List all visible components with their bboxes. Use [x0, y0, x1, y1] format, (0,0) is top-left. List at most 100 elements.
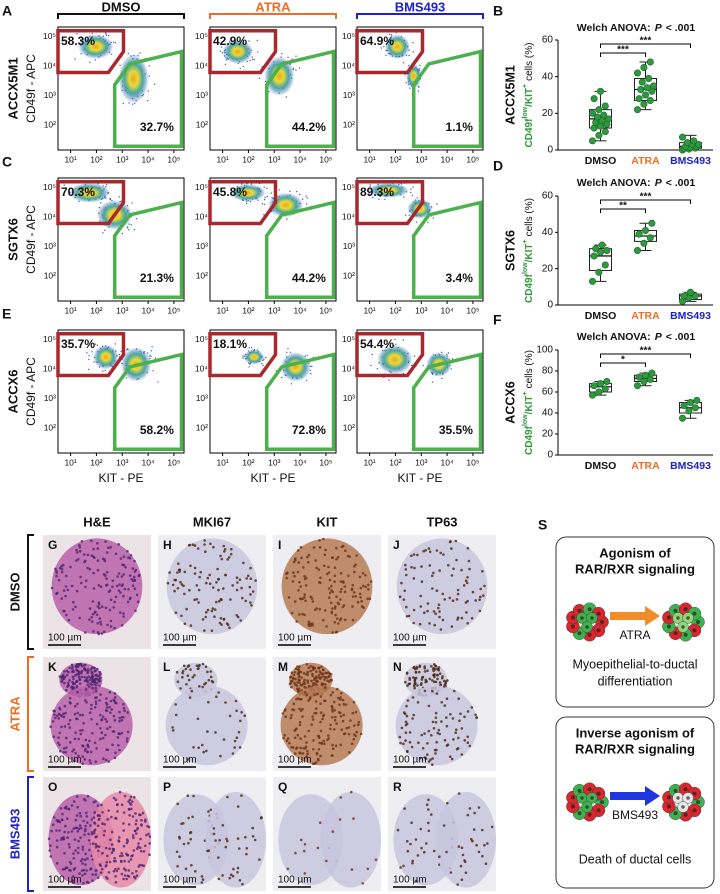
- cell-nucleus: [90, 676, 93, 680]
- cell-nucleus: [207, 678, 211, 682]
- cell-nucleus: [416, 553, 419, 557]
- cell-nucleus: [132, 575, 136, 579]
- cell-nucleus: [204, 665, 208, 669]
- data-point: [596, 248, 604, 256]
- cell-nucleus: [429, 758, 432, 761]
- tissue: [166, 538, 258, 635]
- cell-nucleus: [306, 749, 309, 753]
- cell-nucleus: [73, 704, 77, 708]
- cell-nucleus: [81, 728, 84, 732]
- cell-nucleus: [123, 587, 127, 591]
- y-tick-label: 10⁴: [195, 364, 208, 374]
- cell-nucleus: [193, 544, 197, 547]
- x-tick-label: 10¹: [216, 154, 228, 164]
- x-tick-label: 10³: [268, 305, 280, 315]
- cell-nucleus: [116, 575, 119, 578]
- cell-nucleus: [135, 819, 138, 822]
- cell-nucleus: [314, 700, 318, 703]
- cell-nucleus: [296, 733, 300, 737]
- cell-nucleus: [64, 750, 67, 754]
- significance-bracket: [600, 43, 691, 48]
- cell-nucleus: [83, 858, 87, 861]
- cell-nucleus: [64, 594, 67, 598]
- density-cloud: [264, 56, 295, 96]
- cell-nucleus: [60, 564, 63, 568]
- event-dot: [150, 350, 153, 352]
- event-dot: [239, 67, 241, 70]
- event-dot: [220, 46, 223, 48]
- cell-nucleus: [360, 605, 364, 608]
- cell-nucleus: [407, 614, 411, 618]
- label-tail: cells (%): [524, 43, 535, 81]
- event-dot: [108, 34, 110, 37]
- cell-nucleus: [300, 698, 303, 701]
- cell-nucleus: [122, 702, 125, 706]
- cell-nucleus: [451, 599, 455, 602]
- condition-bracket: [57, 13, 185, 19]
- cell-nucleus: [122, 867, 126, 870]
- cell-nucleus: [122, 829, 125, 832]
- cell-nucleus: [99, 623, 103, 626]
- cell-nucleus: [105, 861, 109, 864]
- cell-nucleus: [77, 675, 81, 679]
- significance-bracket: [600, 353, 691, 358]
- data-point: [633, 247, 641, 255]
- cell-line-label: ACCX6: [503, 381, 517, 423]
- cell-nucleus: [294, 600, 297, 603]
- cell-nucleus: [431, 587, 434, 590]
- y-tick-label: 10²: [343, 271, 355, 281]
- scale-bar-label: 100 µm: [163, 875, 197, 886]
- cell-nucleus: [338, 818, 342, 821]
- cell-nucleus: [140, 823, 143, 826]
- cell-nucleus: [239, 719, 242, 723]
- cell-nucleus: [176, 802, 179, 806]
- data-point: [603, 247, 611, 255]
- event-dot: [299, 193, 301, 196]
- event-dot: [150, 355, 152, 357]
- cell-nucleus: [315, 683, 318, 687]
- cell-nucleus: [81, 665, 84, 668]
- cell-nucleus: [104, 717, 107, 721]
- y-tick-label: 10³: [196, 90, 208, 100]
- significance-label: ***: [617, 45, 629, 56]
- cell-nucleus: [211, 586, 215, 589]
- cell-nucleus: [361, 584, 365, 588]
- cell-nucleus: [214, 839, 217, 842]
- event-dot: [384, 198, 386, 200]
- cell-nucleus: [424, 680, 428, 684]
- x-tick-label: 10¹: [363, 305, 375, 315]
- cell-nucleus: [136, 600, 140, 604]
- tissue: [51, 538, 143, 635]
- cell-nucleus: [410, 745, 414, 749]
- cell-nucleus: [78, 713, 82, 717]
- cell-nucleus: [65, 746, 68, 749]
- cell-nucleus: [132, 849, 136, 852]
- cell-nucleus: [99, 585, 103, 588]
- data-point: [637, 86, 645, 94]
- cell-nucleus: [307, 684, 311, 688]
- event-dot: [245, 202, 248, 205]
- cell-nucleus: [456, 588, 460, 592]
- cell-nucleus: [290, 611, 294, 615]
- cell-nucleus: [95, 681, 99, 685]
- cell-nucleus: [71, 750, 74, 753]
- cell-nucleus: [99, 620, 102, 624]
- event-dot: [287, 56, 289, 59]
- cell-nucleus: [466, 576, 469, 579]
- cell-nucleus: [431, 720, 435, 724]
- cell-nucleus: [125, 852, 128, 856]
- cell-nucleus: [105, 697, 108, 700]
- cell-nucleus: [113, 699, 116, 702]
- red-gate: [355, 331, 425, 378]
- cell-nucleus: [55, 569, 58, 573]
- data-point: [690, 137, 698, 145]
- y-tick-label: 10⁴: [342, 61, 355, 71]
- cell-nucleus: [318, 580, 321, 584]
- cell-nucleus: [347, 726, 351, 729]
- cell-nucleus: [139, 837, 142, 841]
- cell-nucleus: [148, 842, 151, 845]
- significance-bracket: [600, 362, 646, 367]
- significance-label: ***: [640, 346, 652, 357]
- event-dot: [266, 187, 268, 189]
- cell-nucleus: [449, 540, 452, 543]
